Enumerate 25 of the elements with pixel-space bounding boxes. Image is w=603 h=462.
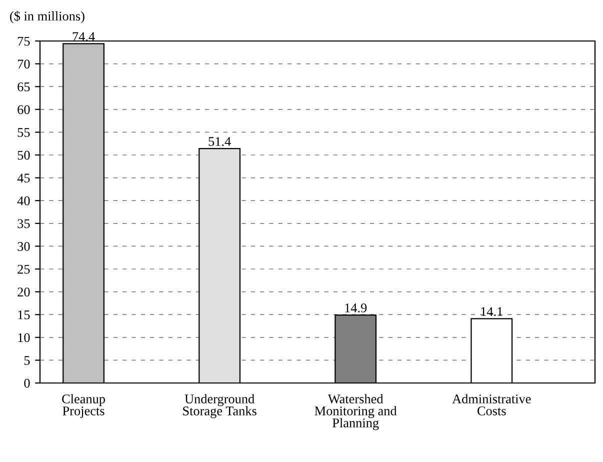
y-tick-label: 35	[18, 219, 30, 228]
y-tick-label: 70	[18, 60, 30, 69]
y-tick-label: 15	[18, 310, 30, 320]
y-tick-label: 25	[18, 264, 30, 274]
data-label: 51.4	[208, 137, 231, 146]
y-axis-title: ($ in millions)	[10, 10, 84, 24]
y-tick-label: 40	[17, 196, 30, 206]
y-tick-label: 50	[18, 150, 30, 160]
y-tick-label: 10	[18, 333, 30, 342]
y-tick-label: 60	[18, 105, 30, 114]
y-tick-label: 20	[18, 288, 30, 297]
x-tick-label: Watershed Monitoring and Planning	[314, 394, 397, 430]
y-tick-label: 5	[24, 356, 30, 365]
x-tick-label: Administrative Costs	[452, 394, 531, 416]
y-tick-label: 30	[18, 242, 30, 251]
y-tick-label: 55	[18, 128, 30, 137]
data-label: 74.4	[72, 32, 95, 42]
y-tick-label: 0	[24, 378, 30, 388]
data-label: 14.9	[345, 304, 367, 312]
x-tick-label: Underground Storage Tanks	[183, 394, 256, 418]
x-tick-label: Cleanup Projects	[62, 394, 105, 418]
y-tick-label: 45	[17, 174, 30, 183]
y-tick-label: 65	[18, 82, 30, 92]
data-label: 14.1	[481, 307, 502, 316]
y-tick-label: 75	[18, 36, 30, 46]
